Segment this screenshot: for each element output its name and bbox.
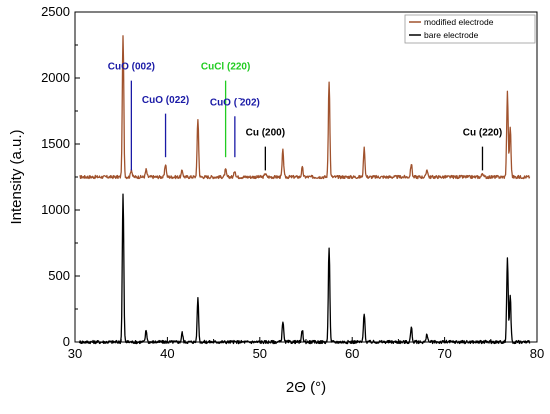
series-group — [78, 35, 531, 345]
y-tick-label: 1000 — [41, 202, 70, 217]
x-tick-label: 40 — [160, 346, 174, 361]
x-ticks: 30 40 50 60 70 80 — [68, 337, 544, 361]
y-axis-label: Intensity (a.u.) — [8, 129, 25, 224]
annotation-label: CuO (002) — [108, 61, 155, 72]
series-line-0 — [79, 35, 531, 180]
legend-box — [404, 14, 536, 44]
x-tick-label: 30 — [68, 346, 82, 361]
y-tick-label: 1500 — [41, 136, 70, 151]
annotations: CuO (002) CuO (022) CuCl (220) CuO ( ̄202) C… — [108, 61, 502, 171]
annotation-label: CuO (022) — [142, 95, 189, 106]
series-line-1 — [78, 193, 531, 345]
y-tick-label: 2000 — [41, 70, 70, 85]
x-axis-label: 2Θ (°) — [286, 379, 326, 396]
y-tick-label: 0 — [63, 334, 70, 349]
x-tick-label: 60 — [345, 346, 359, 361]
x-tick-label: 70 — [437, 346, 451, 361]
annotation-label: Cu (200) — [246, 127, 285, 138]
y-tick-label: 500 — [48, 268, 70, 283]
annotation-label: CuCl (220) — [201, 61, 250, 72]
legend-label-modified: modified electrode — [424, 17, 494, 27]
y-ticks: 0 500 1000 1500 2000 2500 — [41, 4, 80, 349]
x-tick-label: 80 — [530, 346, 544, 361]
y-tick-label: 2500 — [41, 4, 70, 19]
annotation-label: CuO ( ̄202) — [210, 98, 260, 109]
legend-label-bare: bare electrode — [424, 30, 479, 40]
x-tick-label: 50 — [253, 346, 267, 361]
legend: modified electrode bare electrode — [404, 14, 536, 44]
annotation-label: Cu (220) — [463, 127, 502, 138]
